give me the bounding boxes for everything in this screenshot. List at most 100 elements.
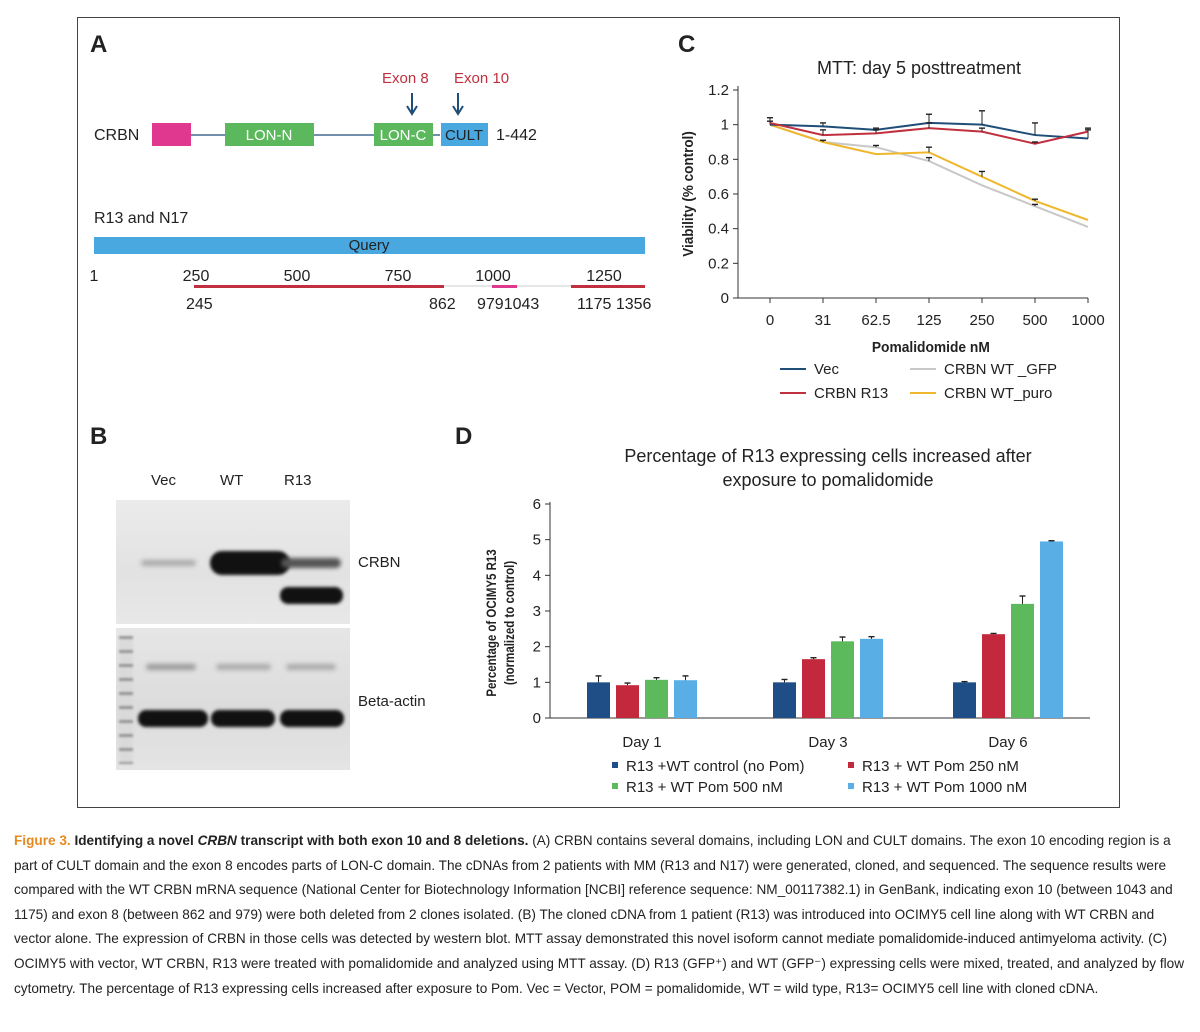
panel-letter-a: A (90, 31, 108, 58)
lane-label-wt: WT (220, 472, 244, 489)
chart-c-legend-label: Vec (814, 361, 840, 378)
segment-red-range: 1175 1356 (577, 296, 652, 313)
segment-magenta (492, 285, 517, 288)
chart-c-y-tick-label: 0.6 (708, 186, 729, 203)
chart-c-x-tick-label: 31 (815, 312, 832, 329)
chart-d-y-label-line1: Percentage of OCIMY5 R13 (483, 549, 499, 696)
chart-d-legend-swatch (848, 783, 854, 789)
chart-d-bar (982, 634, 1005, 718)
chart-c-x-tick-label: 1000 (1071, 312, 1104, 329)
scale-1: 1 (90, 268, 99, 285)
chart-d-bar (1011, 603, 1034, 718)
chart-d-legend-swatch (612, 762, 618, 768)
gene-label: CRBN (94, 127, 139, 144)
scale-250: 250 (183, 268, 210, 285)
band-actin-wt (211, 710, 275, 727)
chart-d-y-tick-label: 2 (533, 639, 541, 656)
chart-c-x-tick-label: 0 (766, 312, 774, 329)
chart-c-y-tick-label: 1 (721, 117, 729, 134)
blot-label-actin: Beta-actin (358, 693, 426, 710)
domain-magenta (152, 123, 191, 146)
chart-c-y-tick-label: 0.4 (708, 221, 729, 238)
crbn-blot (116, 500, 350, 624)
chart-d-x-tick-label: Day 3 (808, 734, 847, 751)
domain-cult (441, 123, 488, 146)
chart-c-y-label: Viability (% control) (680, 131, 697, 257)
domain-cult-label: CULT (445, 127, 483, 144)
chart-d-legend-swatch (612, 783, 618, 789)
chart-d-bar (616, 685, 639, 718)
chart-d-legend-label: R13 + WT Pom 1000 nM (862, 779, 1027, 796)
chart-c-x-tick-label: 125 (916, 312, 941, 329)
chart-d-x-tick-label: Day 1 (622, 734, 661, 751)
chart-c-y-tick-label: 0.8 (708, 151, 729, 168)
panel-letter-d: D (455, 423, 473, 450)
caption-label: Figure 3. (14, 833, 71, 848)
chart-d-y-tick-label: 0 (533, 710, 541, 727)
query-label: Query (349, 237, 390, 254)
band-crbn-wt (210, 551, 290, 575)
chart-d-legend-label: R13 + WT Pom 500 nM (626, 779, 783, 796)
chart-d-y-tick-label: 3 (533, 603, 541, 620)
chart-c-x-tick-label: 250 (969, 312, 994, 329)
protein-range: 1-442 (496, 127, 537, 144)
chart-d-legend-swatch (848, 762, 854, 768)
segment-end-862: 862 (429, 296, 456, 313)
figure-caption: Figure 3. Identifying a novel CRBN trans… (14, 829, 1186, 1001)
scale-750: 750 (385, 268, 412, 285)
domain-lon-n (225, 123, 314, 146)
chart-d-y-label-line2: (normalized to control) (501, 561, 517, 685)
chart-d-legend-label: R13 + WT Pom 250 nM (862, 758, 1019, 775)
scale-1250: 1250 (586, 268, 622, 285)
chart-c-legend-label: CRBN R13 (814, 385, 888, 402)
chart-c-y-tick-label: 0.2 (708, 255, 729, 272)
panel-d-bar-chart: Percentage of R13 expressing cells incre… (483, 446, 1090, 796)
chart-c-y-tick-label: 0 (721, 290, 729, 307)
scale-500: 500 (284, 268, 311, 285)
chart-c-title: MTT: day 5 posttreatment (817, 58, 1021, 78)
chart-d-x-tick-label: Day 6 (988, 734, 1027, 751)
ladder-marks (119, 636, 133, 764)
scale-1000: 1000 (475, 268, 511, 285)
segment-start-245: 245 (186, 296, 213, 313)
band-crbn-vec (141, 560, 196, 566)
chart-c-series-line (769, 123, 1089, 221)
segment-red-1 (194, 285, 444, 288)
query-bar (94, 237, 645, 254)
lane-label-r13: R13 (284, 472, 312, 489)
chart-c-x-tick-label: 62.5 (861, 312, 890, 329)
segment-magenta-range: 9791043 (477, 296, 539, 313)
chart-c-x-tick-label: 500 (1022, 312, 1047, 329)
band-crbn-r13-truncated (280, 587, 343, 604)
band-actin-upper-wt (216, 664, 271, 670)
chart-c-legend-label: CRBN WT _GFP (944, 361, 1057, 378)
band-actin-upper-vec (146, 664, 196, 670)
domain-lon-c (374, 123, 433, 146)
band-actin-vec (138, 710, 208, 727)
panel-letter-c: C (678, 31, 696, 58)
actin-blot (116, 628, 350, 770)
exon8-arrow (406, 93, 418, 116)
chart-d-title-line1: Percentage of R13 expressing cells incre… (624, 446, 1031, 466)
figure-frame (77, 17, 1120, 808)
chart-d-bar (1040, 541, 1063, 718)
blot-label-crbn: CRBN (358, 554, 401, 571)
segment-red-2 (571, 285, 645, 288)
chart-d-y-tick-label: 6 (533, 496, 541, 513)
domain-lon-n-label: LON-N (246, 127, 293, 144)
chart-d-y-tick-label: 1 (533, 674, 541, 691)
chart-c-x-label: Pomalidomide nM (872, 340, 990, 357)
chart-d-title-line2: exposure to pomalidomide (722, 470, 933, 490)
chart-d-y-tick-label: 4 (533, 567, 541, 584)
panel-a-diagram: CRBN Exon 8 Exon 10 LON-N LON-C CULT 1-4… (90, 70, 652, 313)
chart-d-bar (674, 680, 697, 718)
band-crbn-r13-full (281, 558, 341, 568)
chart-d-y-tick-label: 5 (533, 532, 541, 549)
panel-letter-b: B (90, 423, 108, 450)
clones-label: R13 and N17 (94, 210, 188, 227)
chart-d-bar (860, 638, 883, 718)
chart-d-bar (802, 659, 825, 718)
chart-d-bar (831, 641, 854, 718)
exon8-label: Exon 8 (382, 70, 429, 87)
caption-title-gene: CRBN (197, 833, 237, 848)
